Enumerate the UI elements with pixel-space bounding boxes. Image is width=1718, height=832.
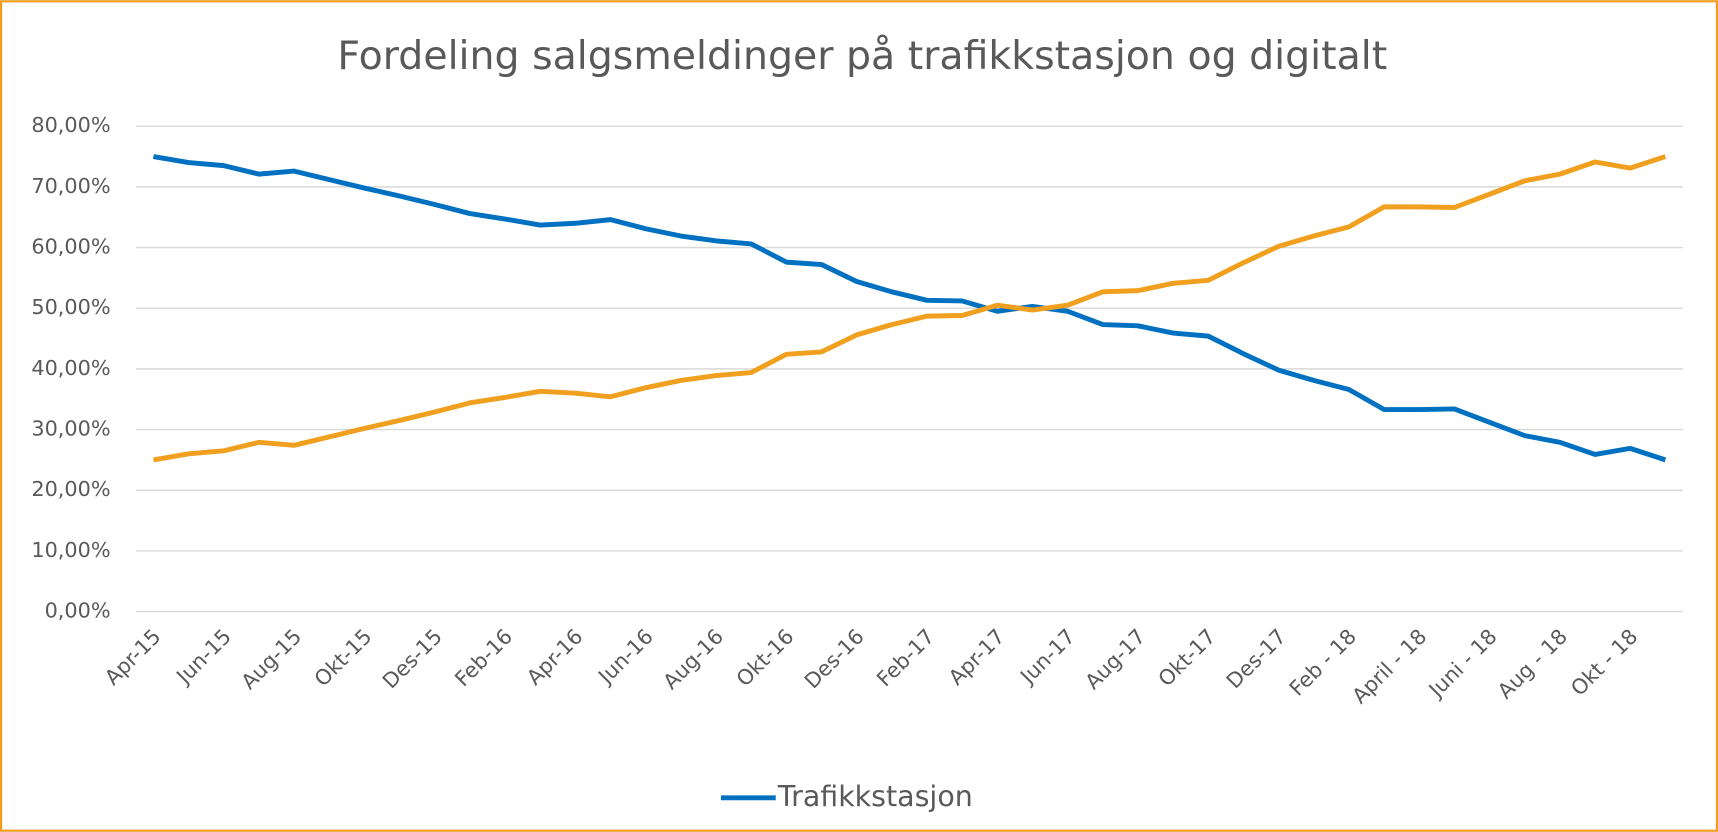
legend-label: Trafikkstasjon	[777, 780, 973, 813]
y-tick-label: 20,00%	[31, 477, 110, 501]
y-tick-label: 10,00%	[31, 538, 110, 562]
y-tick-label: 60,00%	[31, 235, 110, 259]
y-tick-label: 30,00%	[31, 417, 110, 441]
y-tick-label: 50,00%	[31, 295, 110, 319]
y-tick-label: 70,00%	[31, 174, 110, 198]
line-series	[153, 154, 1667, 463]
line-series	[153, 154, 1667, 463]
y-tick-label: 80,00%	[31, 113, 110, 137]
y-tick-label: 40,00%	[31, 356, 110, 380]
chart-title: Fordeling salgsmeldinger på trafikkstasj…	[337, 33, 1387, 79]
y-tick-label: 0,00%	[45, 599, 111, 623]
